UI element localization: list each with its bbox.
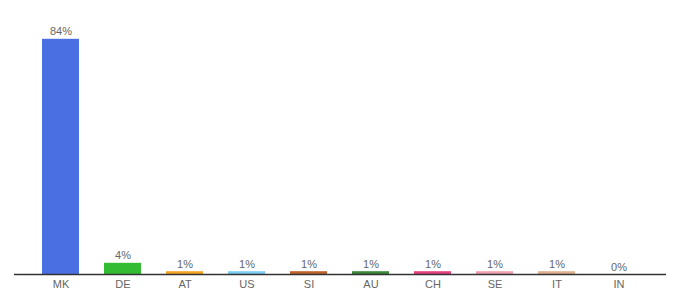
svg-text:1%: 1% xyxy=(177,258,193,270)
svg-text:1%: 1% xyxy=(363,258,379,270)
svg-text:84%: 84% xyxy=(50,25,72,37)
svg-text:1%: 1% xyxy=(301,258,317,270)
svg-text:1%: 1% xyxy=(239,258,255,270)
svg-text:0%: 0% xyxy=(611,261,627,273)
svg-text:SE: SE xyxy=(488,278,503,290)
svg-text:AT: AT xyxy=(178,278,192,290)
svg-text:SI: SI xyxy=(304,278,314,290)
svg-text:IT: IT xyxy=(552,278,562,290)
svg-text:1%: 1% xyxy=(549,258,565,270)
svg-text:4%: 4% xyxy=(115,249,131,261)
svg-text:1%: 1% xyxy=(487,258,503,270)
svg-text:DE: DE xyxy=(115,278,130,290)
svg-text:US: US xyxy=(239,278,254,290)
svg-text:CH: CH xyxy=(425,278,441,290)
svg-text:AU: AU xyxy=(363,278,378,290)
svg-text:1%: 1% xyxy=(425,258,441,270)
svg-text:MK: MK xyxy=(53,278,70,290)
svg-text:IN: IN xyxy=(614,278,625,290)
